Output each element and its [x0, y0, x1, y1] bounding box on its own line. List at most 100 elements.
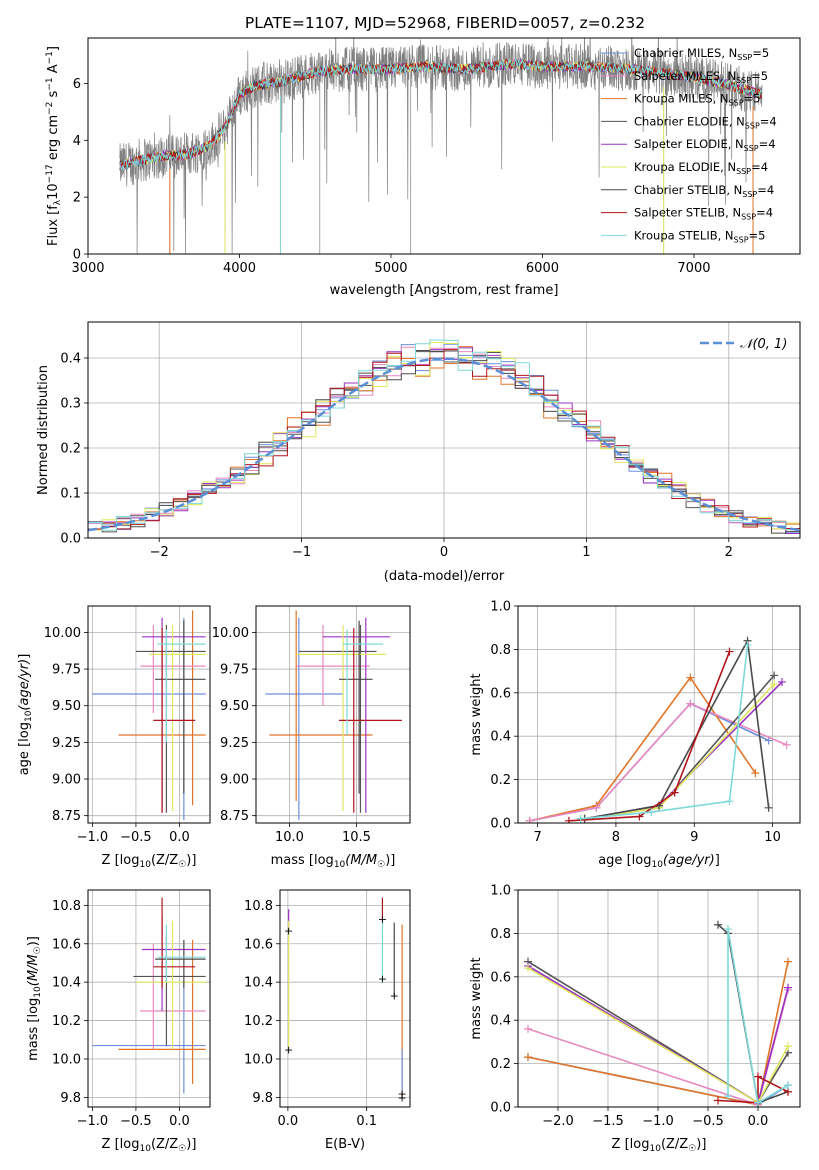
- subscript: ☉: [178, 860, 186, 870]
- series-point: [784, 957, 792, 966]
- series-point: [770, 680, 779, 689]
- y-tick-label: 0.0: [60, 532, 81, 547]
- series-line: [584, 681, 783, 820]
- spectrum-panel: 3000 4000 5000 6000 7000 0 2 4 6 wavelength [Angs…: [45, 37, 801, 298]
- x-axis-label: Z [log10(Z/Z☉)]: [612, 1137, 707, 1154]
- y-tick-label: 10.0: [244, 1052, 273, 1067]
- y-tick-label: 0.8: [490, 927, 511, 942]
- series-line: [584, 674, 775, 820]
- y-tick-label: 10.0: [52, 1052, 81, 1067]
- y-tick-label: 0.1: [60, 487, 81, 502]
- x-tick-label: −2.0: [542, 1114, 574, 1129]
- series-point: [764, 803, 773, 812]
- y-tick-label: 9.75: [52, 663, 81, 678]
- y-tick-label: 9.8: [60, 1091, 81, 1106]
- x-tick-label: 2: [725, 545, 733, 560]
- series-point: [725, 647, 734, 656]
- plot-area: [92, 897, 206, 1094]
- legend-label: Salpeter MILES, NSSP=5: [634, 69, 768, 85]
- y-tick-label: 9.50: [52, 699, 81, 714]
- legend-label: Salpeter STELIB, NSSP=4: [634, 206, 773, 222]
- x-tick-label: 0.0: [169, 1114, 190, 1129]
- y-tick-label: 0.4: [490, 1014, 511, 1029]
- series-point: [670, 788, 679, 797]
- model-spectrum-line: [119, 58, 762, 171]
- axes-frame: [87, 605, 211, 824]
- label-part: ]: [46, 46, 61, 51]
- y-tick-label: 0.6: [490, 970, 511, 985]
- y-tick-label: 10.00: [44, 626, 81, 641]
- y-tick-label: 1.0: [490, 884, 511, 899]
- y-tick-label: 9.75: [220, 663, 249, 678]
- label-part: )]: [186, 1137, 196, 1152]
- x-tick-label: 0.1: [356, 1114, 377, 1129]
- y-tick-label: 0: [73, 248, 81, 263]
- x-tick-label: −0.5: [120, 1114, 152, 1129]
- superscript: −2: [45, 102, 55, 115]
- x-tick-label: −1: [292, 545, 311, 560]
- series-point: [784, 1042, 792, 1051]
- series-point: [592, 803, 601, 812]
- y-tick-label: 0.0: [490, 817, 511, 832]
- plot-area: [88, 339, 800, 538]
- axes-frame: [517, 605, 801, 824]
- series-point: [564, 816, 573, 823]
- label-part: ]: [17, 654, 32, 659]
- y-axis-label: mass [log10(M/M☉)]: [26, 936, 43, 1061]
- x-tick-label: −2: [150, 545, 169, 560]
- normal-distribution-curve: [88, 357, 800, 532]
- legend-label: Chabrier STELIB, NSSP=4: [634, 183, 774, 199]
- subscript: 10: [33, 986, 43, 998]
- series-line: [568, 651, 731, 822]
- legend-label: Salpeter ELODIE, NSSP=4: [634, 137, 776, 153]
- series-point: [714, 1096, 722, 1105]
- model-spectrum-line: [119, 58, 762, 170]
- x-tick-label: −1.0: [77, 1114, 109, 1129]
- x-tick-label: −1.5: [592, 1114, 624, 1129]
- x-tick-label: −1.0: [77, 830, 109, 845]
- x-tick-label: 3000: [71, 261, 104, 276]
- series-point: [524, 1024, 532, 1033]
- series-point: [777, 677, 786, 686]
- plot-area: [119, 38, 763, 254]
- series-point: [751, 769, 760, 778]
- plot-area: [265, 610, 402, 821]
- y-tick-label: 10.6: [244, 937, 273, 952]
- series-point: [686, 699, 695, 708]
- y-tick-label: 10.8: [244, 899, 273, 914]
- label-part: 10: [46, 183, 61, 200]
- plot-area: [288, 897, 403, 1098]
- legend-label: Kroupa ELODIE, NSSP=4: [634, 160, 768, 176]
- y-tick-label: 10.4: [52, 976, 81, 991]
- label-part: )]: [696, 1137, 706, 1152]
- axes-frame: [517, 889, 801, 1108]
- subscript: 10: [651, 860, 663, 870]
- series-point: [686, 673, 695, 682]
- x-tick-label: 6000: [526, 261, 559, 276]
- point-marker: +: [390, 990, 399, 1003]
- series-point: [525, 816, 534, 823]
- label-part: (Z/Z: [151, 1137, 178, 1152]
- series-point: [754, 1072, 762, 1081]
- series-point: [784, 1081, 792, 1090]
- x-axis-label: E(B-V): [325, 1137, 365, 1152]
- x-tick-label: 8: [612, 830, 620, 845]
- y-tick-label: 10.4: [244, 976, 273, 991]
- axes-frame: [87, 321, 801, 539]
- y-axis-label: mass weight: [469, 957, 484, 1039]
- series-point: [576, 814, 585, 823]
- subscript: 10: [139, 1144, 151, 1154]
- subscript: 10: [334, 860, 346, 870]
- label-part: )]: [385, 853, 395, 868]
- x-tick-label: 9: [690, 830, 698, 845]
- x-tick-label: 4000: [223, 261, 256, 276]
- y-tick-label: 0.8: [490, 643, 511, 658]
- y-tick-label: 4: [73, 134, 81, 149]
- y-tick-label: 2: [73, 191, 81, 206]
- x-axis-label: age [log10(age/yr)]: [598, 853, 720, 870]
- series-line: [584, 638, 770, 820]
- x-tick-label: 0.0: [169, 830, 190, 845]
- series-point: [743, 641, 752, 650]
- series-point: [524, 1053, 532, 1062]
